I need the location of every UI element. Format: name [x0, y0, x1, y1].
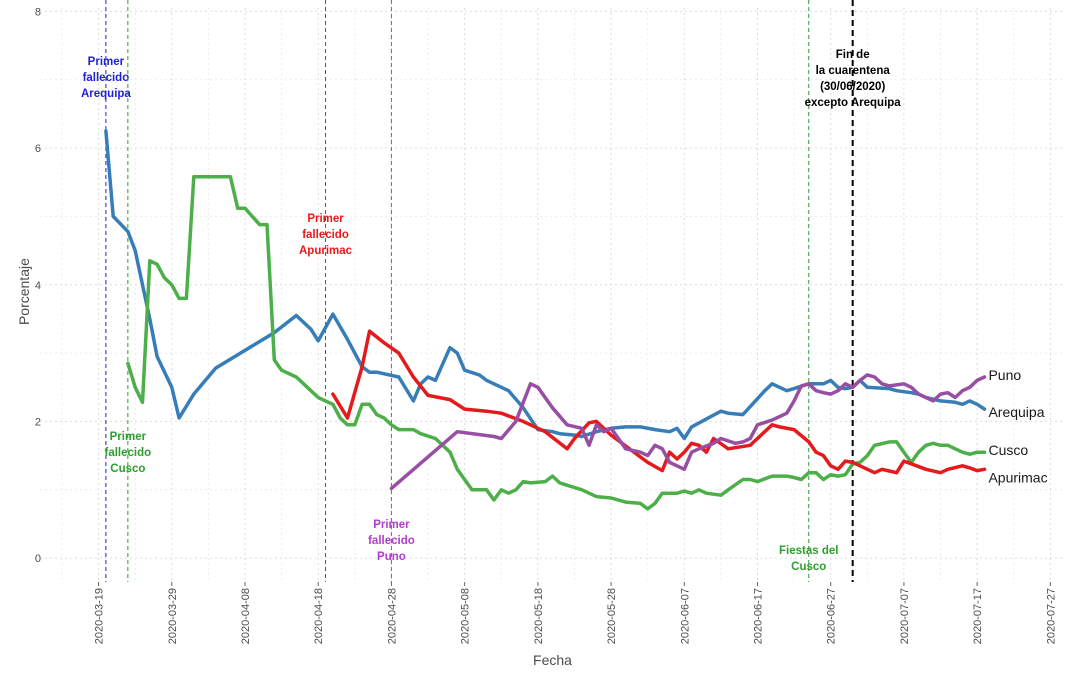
series-end-label: Cusco [988, 442, 1028, 458]
series-end-label: Apurimac [988, 469, 1047, 485]
event-annotation: Cusco [791, 561, 826, 573]
x-tick-label: 2020-05-08 [460, 588, 472, 644]
x-tick-label: 2020-04-18 [313, 588, 325, 644]
series-lines [104, 129, 987, 511]
series-line [126, 175, 987, 511]
event-annotation: Primer [373, 519, 410, 531]
series-end-label: Arequipa [988, 404, 1044, 420]
event-annotation: excepto Arequipa [805, 97, 902, 109]
event-annotation: (30/06/2020) [820, 81, 885, 93]
x-tick-label: 2020-06-17 [753, 588, 765, 644]
x-tick-label: 2020-05-18 [533, 588, 545, 644]
y-tick-label: 6 [35, 143, 41, 155]
event-annotation: Arequipa [81, 88, 131, 100]
y-tick-label: 2 [35, 416, 41, 428]
y-tick-label: 8 [35, 6, 41, 18]
series-end-label: Puno [988, 367, 1021, 383]
event-annotation: Fin de [836, 49, 870, 61]
x-tick-label: 2020-06-27 [826, 588, 838, 644]
event-markers: Primer fallecido Arequipa Primer fallecido Cu… [81, 0, 901, 582]
x-tick-label: 2020-03-29 [167, 588, 179, 644]
event-annotation: la cuarentena [816, 65, 891, 77]
event-annotation: Primer [110, 431, 147, 443]
x-axis-ticks: 2020-03-19 2020-03-29 2020-04-08 2020-04-18… [94, 582, 1057, 644]
event-annotation: fallecido [105, 447, 152, 459]
event-annotation: fallecido [368, 535, 415, 547]
x-tick-label: 2020-07-07 [899, 588, 911, 644]
x-tick-label: 2020-04-08 [240, 588, 252, 644]
series-line [389, 373, 987, 491]
x-axis-title: Fecha [533, 652, 572, 668]
y-tick-label: 4 [35, 280, 41, 292]
y-tick-label: 0 [35, 553, 41, 565]
event-annotation: Cusco [110, 463, 145, 475]
event-annotation: Apurimac [299, 245, 353, 257]
x-tick-label: 2020-07-17 [972, 588, 984, 644]
x-tick-label: 2020-06-07 [679, 588, 691, 644]
event-annotation: Fiestas del [779, 545, 838, 557]
x-tick-label: 2020-05-28 [606, 588, 618, 644]
x-tick-label: 2020-03-19 [94, 588, 106, 644]
series-end-labels: Arequipa Cusco Apurimac Puno [988, 367, 1047, 485]
event-annotation: fallecido [83, 72, 130, 84]
y-axis-title: Porcentaje [16, 258, 32, 325]
x-tick-label: 2020-04-28 [386, 588, 398, 644]
event-annotation: Primer [307, 213, 344, 225]
grid-lines [40, 8, 1065, 582]
event-annotation: Primer [88, 56, 125, 68]
y-axis-ticks: 0 2 4 6 8 [35, 6, 41, 565]
series-line [331, 329, 987, 475]
x-tick-label: 2020-07-27 [1045, 588, 1057, 644]
event-annotation: fallecido [302, 229, 349, 241]
event-annotation: Puno [377, 551, 406, 563]
